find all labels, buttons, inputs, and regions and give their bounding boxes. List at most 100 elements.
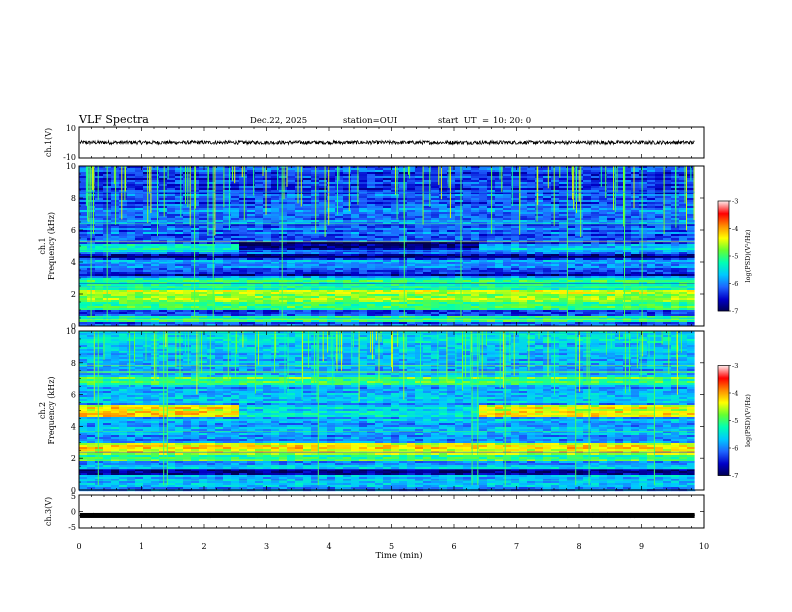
spec1-cell	[527, 280, 535, 282]
spec1-cell	[511, 254, 519, 256]
spec1-cell	[151, 270, 159, 272]
spec1-cell	[247, 210, 255, 212]
spec1-cell	[487, 242, 495, 244]
spec1-cell	[511, 206, 519, 208]
spec1-cell	[159, 278, 167, 280]
spec1-cell	[495, 246, 503, 248]
spec1-cell	[359, 244, 367, 246]
spec1-cell	[159, 268, 167, 270]
spec1-cell	[599, 270, 607, 272]
spec1-cell	[79, 274, 87, 276]
spec1-cell	[335, 244, 343, 246]
spec1-cell	[143, 218, 151, 220]
spec1-cell	[655, 238, 663, 240]
spec1-cell	[263, 280, 271, 282]
spec1-cell	[591, 274, 599, 276]
spec1-cell	[583, 178, 591, 180]
spec1-cell	[591, 280, 599, 282]
spec1-cell	[303, 182, 311, 184]
spec1-cell	[519, 212, 527, 214]
spec1-cell	[567, 268, 575, 270]
spec1-cell	[335, 216, 343, 218]
spec1-cell	[503, 210, 511, 212]
spec1-cell	[407, 270, 415, 272]
spec1-cell	[343, 270, 351, 272]
spec1-cell	[279, 168, 287, 170]
spec1-cell	[439, 188, 447, 190]
spec1-cell	[671, 254, 679, 256]
spec1-cell	[239, 284, 247, 286]
spec1-cell	[407, 176, 415, 178]
spec1-cell	[135, 200, 143, 202]
spec1-cell	[439, 214, 447, 216]
spec1-cell	[527, 180, 535, 182]
spec1-cell	[311, 204, 319, 206]
spec1-cell	[343, 232, 351, 234]
spec1-cell	[223, 242, 231, 244]
spec1-cell	[511, 238, 519, 240]
spec1-cell	[247, 202, 255, 204]
spec1-cell	[495, 248, 503, 250]
spec1-cell	[503, 176, 511, 178]
spec1-cell	[135, 186, 143, 188]
spec1-cell	[399, 254, 407, 256]
spec1-cell	[135, 180, 143, 182]
spec1-cell	[135, 232, 143, 234]
spec1-cell	[679, 278, 687, 280]
spec1-cell	[543, 238, 551, 240]
spec1-cell	[127, 280, 135, 282]
spec1-cell	[119, 248, 127, 250]
spec1-cell	[127, 184, 135, 186]
spec1-cell	[287, 236, 295, 238]
spec1-cell	[439, 280, 447, 282]
spec1-cell	[567, 232, 575, 234]
spec1-cell	[487, 278, 495, 280]
spec1-cell	[399, 268, 407, 270]
spec1-cell	[231, 206, 239, 208]
spec1-cell	[479, 172, 487, 174]
spec1-cell	[183, 238, 191, 240]
spec1-cell	[615, 182, 623, 184]
spec1-cell	[439, 200, 447, 202]
spec1-cell	[471, 172, 479, 174]
spec1-cell	[639, 214, 647, 216]
spec1-cell	[463, 188, 471, 190]
spec1-cell	[247, 284, 255, 286]
spec1-cell	[447, 184, 455, 186]
spec1-cell	[175, 210, 183, 212]
spec1-cell	[255, 268, 263, 270]
spec1-cell	[231, 216, 239, 218]
spec1-cell	[231, 210, 239, 212]
spec1-cell	[511, 272, 519, 274]
spec1-cell	[447, 180, 455, 182]
spec1-cell	[599, 202, 607, 204]
spec1-cell	[647, 218, 655, 220]
spec1-cell	[367, 274, 375, 276]
spec1-cell	[575, 268, 583, 270]
spec1-cell	[367, 258, 375, 260]
spec1-cell	[415, 176, 423, 178]
spec1-cell	[311, 280, 319, 282]
spec1-cell	[215, 280, 223, 282]
spec1-cell	[495, 200, 503, 202]
spec1-cell	[439, 242, 447, 244]
spec1-cell	[359, 248, 367, 250]
spec1-cell	[343, 226, 351, 228]
spec1-cell	[423, 214, 431, 216]
spec1-cell	[319, 212, 327, 214]
spec1-cell	[159, 266, 167, 268]
spec1-cell	[183, 248, 191, 250]
spec1-cell	[535, 234, 543, 236]
spec1-cell	[639, 246, 647, 248]
spec1-cell	[367, 242, 375, 244]
spec1-cell	[671, 266, 679, 268]
spec1-cell	[535, 232, 543, 234]
spec1-cell	[223, 236, 231, 238]
spec1-cell	[111, 264, 119, 266]
spec1-cell	[159, 234, 167, 236]
spec1-cell	[599, 274, 607, 276]
spec1-cell	[535, 202, 543, 204]
spec1-cell	[543, 272, 551, 274]
spec1-cell	[439, 264, 447, 266]
spec1-cell	[439, 178, 447, 180]
